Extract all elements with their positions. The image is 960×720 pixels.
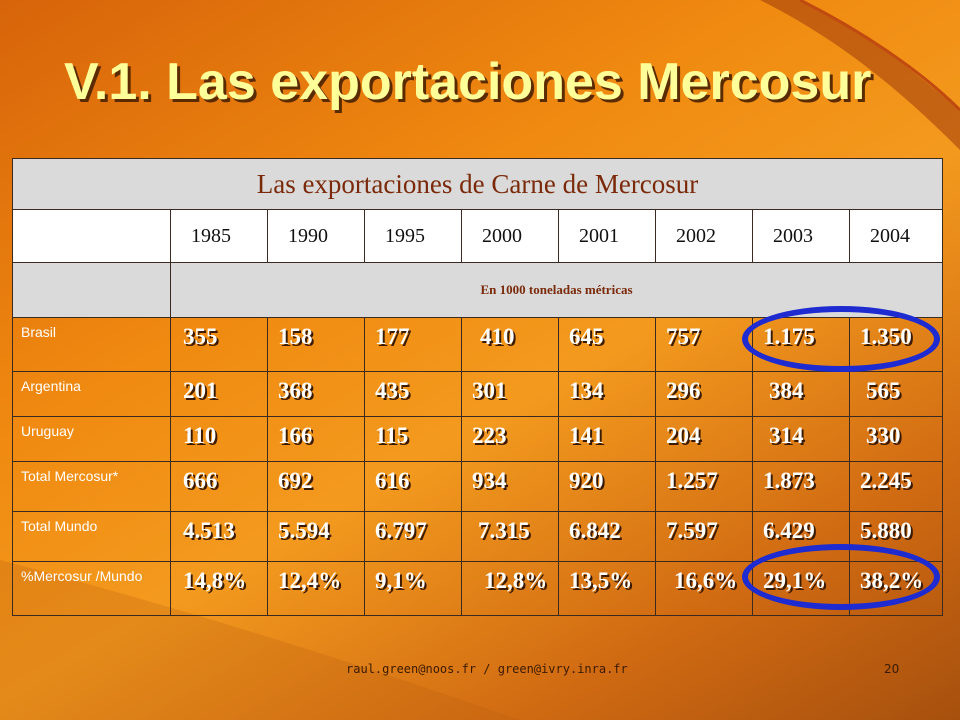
table-cell: 1.873 [752, 461, 850, 512]
table-cell: 9,1% [364, 561, 462, 616]
table-row: Brasil 355 158 177 410 645 757 1.175 1.350 [12, 317, 944, 372]
table-cell: 6.842 [558, 511, 656, 562]
table-cell: 158 [267, 317, 365, 372]
year-header: 2001 [558, 209, 656, 263]
unit-row: En 1000 toneladas métricas [12, 262, 944, 318]
table-cell: 1.350 [848, 317, 944, 372]
unit-label: En 1000 toneladas métricas [169, 262, 944, 318]
row-label: Total Mercosur* [12, 461, 171, 512]
meat-exports-table: Las exportaciones de Carne de Mercosur 1… [11, 158, 944, 616]
unit-corner-cell [12, 262, 171, 318]
exports-table-wrapper: Las exportaciones de Carne de Mercosur 1… [11, 158, 944, 616]
table-cell: 435 [364, 371, 462, 417]
table-cell: 7.597 [655, 511, 753, 562]
table-cell: 692 [267, 461, 365, 512]
table-cell: 2.245 [848, 461, 944, 512]
year-header: 1995 [364, 209, 462, 263]
table-cell: 355 [170, 317, 268, 372]
row-label: %Mercosur /Mundo [12, 561, 171, 616]
year-header: 2002 [655, 209, 753, 263]
table-row: %Mercosur /Mundo 14,8% 12,4% 9,1% 12,8% 13,5%… [12, 561, 944, 616]
table-cell: 4.513 [170, 511, 268, 562]
table-cell: 12,4% [267, 561, 365, 616]
table-cell: 223 [461, 416, 559, 462]
table-cell: 1.257 [655, 461, 753, 512]
row-label: Uruguay [12, 416, 171, 462]
table-cell: 920 [558, 461, 656, 512]
table-cell: 110 [170, 416, 268, 462]
page-number: 20 [884, 662, 900, 676]
table-cell: 5.594 [267, 511, 365, 562]
table-cell: 301 [461, 371, 559, 417]
row-label: Brasil [12, 317, 171, 372]
row-label: Total Mundo [12, 511, 171, 562]
year-header: 1985 [170, 209, 268, 263]
table-row: Argentina 201 368 435 301 134 296 384 565 [12, 371, 944, 417]
corner-cell [12, 209, 171, 263]
table-cell: 296 [655, 371, 753, 417]
table-cell: 13,5% [558, 561, 656, 616]
table-cell: 616 [364, 461, 462, 512]
table-caption: Las exportaciones de Carne de Mercosur [11, 158, 944, 210]
table-cell: 645 [558, 317, 656, 372]
table-cell: 666 [170, 461, 268, 512]
table-cell: 7.315 [461, 511, 559, 562]
table-cell: 115 [364, 416, 462, 462]
table-cell: 5.880 [848, 511, 944, 562]
table-cell: 14,8% [170, 561, 268, 616]
table-cell: 201 [170, 371, 268, 417]
slide-title: V.1. Las exportaciones Mercosur [64, 53, 872, 111]
table-cell: 1.175 [752, 317, 850, 372]
year-header: 1990 [267, 209, 365, 263]
table-cell: 368 [267, 371, 365, 417]
table-row: Uruguay 110 166 115 223 141 204 314 330 [12, 416, 944, 462]
table-cell: 141 [558, 416, 656, 462]
table-cell: 757 [655, 317, 753, 372]
table-cell: 330 [848, 416, 944, 462]
table-cell: 134 [558, 371, 656, 417]
table-cell: 410 [461, 317, 559, 372]
table-cell: 314 [752, 416, 850, 462]
year-header: 2000 [461, 209, 559, 263]
table-cell: 204 [655, 416, 753, 462]
table-cell: 6.429 [752, 511, 850, 562]
year-header-row: 1985 1990 1995 2000 2001 2002 2003 2004 [12, 209, 944, 263]
table-cell: 384 [752, 371, 850, 417]
table-cell: 166 [267, 416, 365, 462]
table-cell: 29,1% [752, 561, 850, 616]
footer-email: raul.green@noos.fr / green@ivry.inra.fr [346, 662, 628, 676]
row-label: Argentina [12, 371, 171, 417]
table-row: Total Mundo 4.513 5.594 6.797 7.315 6.842 7.59… [12, 511, 944, 562]
table-cell: 38,2% [848, 561, 944, 616]
year-header: 2003 [752, 209, 850, 263]
table-cell: 12,8% [461, 561, 559, 616]
data-rows: Brasil 355 158 177 410 645 757 1.175 1.350 Argent… [12, 317, 944, 616]
table-cell: 6.797 [364, 511, 462, 562]
table-cell: 177 [364, 317, 462, 372]
table-cell: 934 [461, 461, 559, 512]
table-row: Total Mercosur* 666 692 616 934 920 1.257 1.873… [12, 461, 944, 512]
caption-row: Las exportaciones de Carne de Mercosur [11, 158, 944, 210]
year-header: 2004 [848, 209, 944, 263]
table-cell: 565 [848, 371, 944, 417]
table-cell: 16,6% [655, 561, 753, 616]
